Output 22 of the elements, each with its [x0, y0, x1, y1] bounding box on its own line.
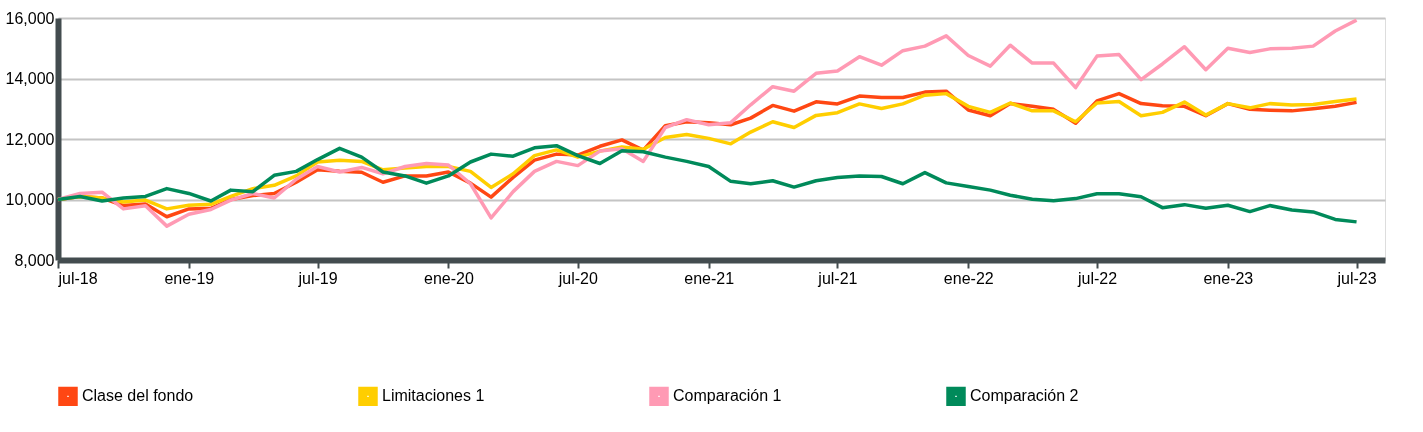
x-tick-label: jul-19	[297, 269, 338, 287]
legend-label: Clase del fondo	[82, 387, 194, 405]
legend-label: Comparación 1	[673, 387, 782, 405]
y-tick-label: 12,000	[5, 130, 55, 148]
x-tick-label: ene-22	[943, 269, 994, 287]
y-tick-label: 16,000	[5, 9, 55, 27]
x-tick-label: ene-20	[424, 269, 474, 287]
x-tick-label: ene-23	[1203, 269, 1254, 287]
line-series	[56, 143, 1359, 224]
y-tick-label: 14,000	[5, 70, 55, 87]
legend-label: Limitaciones 1	[382, 387, 485, 405]
x-tick-label: jul-21	[817, 269, 858, 287]
x-tick-label: jul-20	[557, 269, 599, 287]
y-tick-label: 10,000	[5, 191, 55, 208]
x-tick-label: jul-22	[1076, 269, 1118, 287]
x-tick-label: ene-19	[164, 269, 215, 287]
legend-label: Comparación 2	[970, 387, 1079, 405]
y-tick-label: 8,000	[14, 251, 55, 269]
x-tick-label: jul-23	[1336, 269, 1377, 287]
x-tick-label: jul-18	[57, 269, 98, 287]
x-tick-label: ene-21	[684, 269, 735, 287]
line-series	[56, 18, 1359, 228]
